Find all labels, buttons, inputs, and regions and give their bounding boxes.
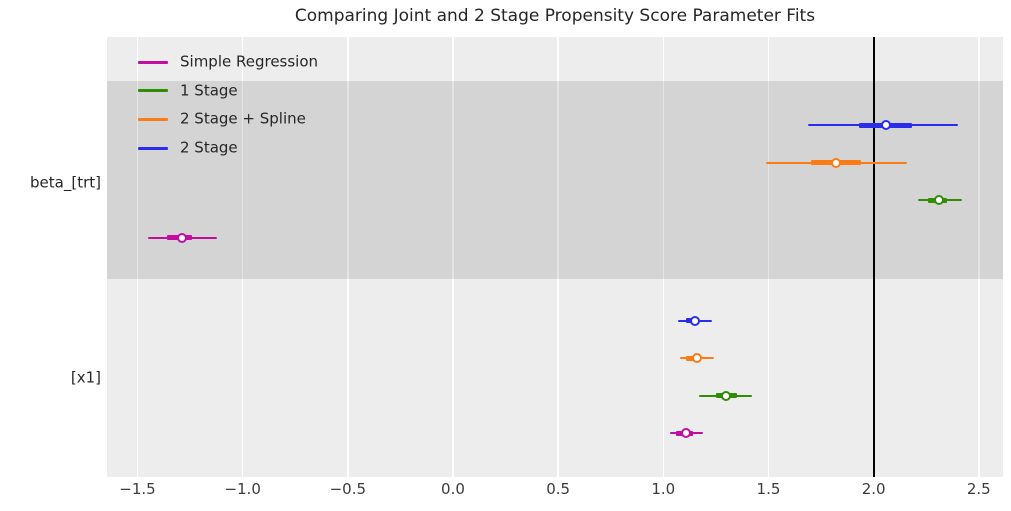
gridline — [978, 37, 980, 477]
chart-title: Comparing Joint and 2 Stage Propensity S… — [294, 6, 816, 26]
x-tick-label: 1.5 — [756, 480, 781, 498]
y-tick-label: beta_[trt] — [30, 173, 101, 192]
x-tick-label: 1.0 — [651, 480, 676, 498]
point-estimate-marker — [691, 353, 702, 363]
y-tick-label: [x1] — [70, 368, 101, 387]
legend-label: 2 Stage + Spline — [180, 110, 306, 129]
legend-line-swatch — [138, 89, 168, 93]
x-tick-label: 2.0 — [861, 480, 886, 498]
legend-label: Simple Regression — [180, 52, 319, 71]
x-tick-label: −1.0 — [224, 480, 261, 498]
legend-label: 2 Stage — [180, 138, 238, 157]
point-estimate-marker — [881, 120, 892, 130]
gridline — [136, 37, 139, 477]
plot-area: Simple Regression 1 Stage 2 Stage + Spline… — [107, 37, 1003, 477]
group-band — [107, 81, 1003, 279]
x-tick-label: 0.0 — [441, 480, 465, 498]
legend-line-swatch — [138, 117, 168, 121]
gridline — [452, 37, 454, 477]
gridline — [767, 37, 770, 477]
x-tick-label: −1.5 — [119, 480, 156, 498]
gridline — [557, 37, 559, 477]
x-tick-label: −0.5 — [329, 480, 367, 498]
legend-line-swatch — [138, 146, 168, 150]
point-estimate-marker — [689, 315, 700, 326]
point-estimate-marker — [681, 428, 692, 438]
point-estimate-marker — [176, 232, 187, 243]
point-estimate-marker — [830, 157, 841, 168]
gridline — [662, 37, 665, 477]
point-estimate-marker — [721, 390, 732, 401]
point-estimate-marker — [933, 195, 944, 205]
legend-label: 1 Stage — [180, 81, 238, 100]
reference-line — [872, 37, 875, 477]
legend-line-swatch — [138, 60, 168, 64]
gridline — [241, 37, 244, 477]
gridline — [347, 37, 349, 477]
x-tick-label: 0.5 — [546, 480, 571, 498]
x-tick-label: 2.5 — [966, 480, 991, 498]
